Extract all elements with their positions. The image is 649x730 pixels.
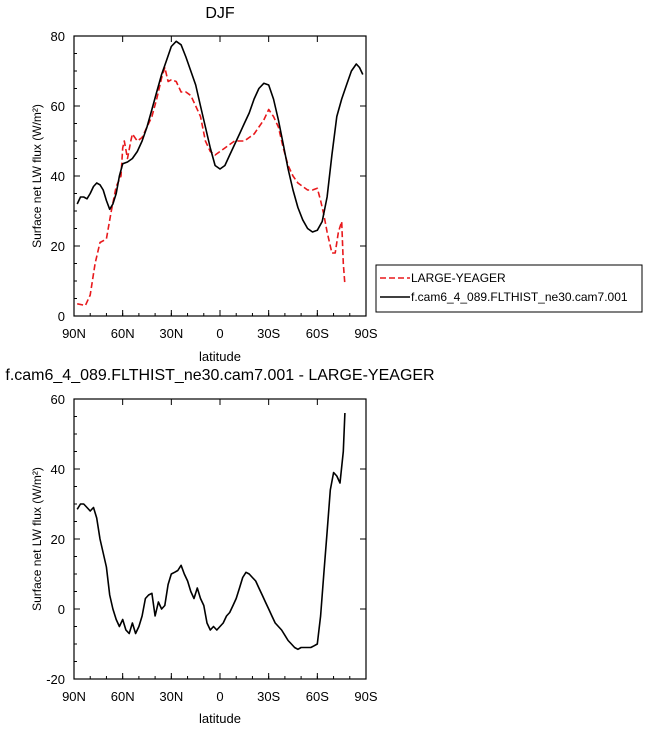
top-plot-frame <box>73 35 367 317</box>
bottom-x-tick-label: 60S <box>306 689 329 704</box>
bottom-chart-title: f.cam6_4_089.FLTHIST_ne30.cam7.001 - LAR… <box>5 367 434 384</box>
top-plot-area: 90N 60N 30N 0 30S 60S 90S 0 20 40 60 80 <box>51 29 378 341</box>
bottom-x-axis-label: latitude <box>199 711 241 726</box>
top-y-tick-label: 80 <box>51 29 65 44</box>
bottom-y-axis-label: Surface net LW flux (W/m²) <box>30 467 44 611</box>
top-x-tick-label: 0 <box>216 326 223 341</box>
bottom-x-tick-label: 0 <box>216 689 223 704</box>
top-y-tick-label: 0 <box>58 309 65 324</box>
legend-label-large-yeager: LARGE-YEAGER <box>411 271 506 285</box>
legend-box <box>375 264 643 313</box>
panel-top: DJF 90N 60N 30N 0 30S 60S 90S 0 20 40 60 80 latitud… <box>30 5 643 364</box>
top-x-tick-label: 90S <box>354 326 377 341</box>
legend-label-cam: f.cam6_4_089.FLTHIST_ne30.cam7.001 <box>411 290 628 304</box>
top-y-axis-label: Surface net LW flux (W/m²) <box>30 104 44 248</box>
bottom-y-tick-label: 0 <box>58 602 65 617</box>
panel-bottom: f.cam6_4_089.FLTHIST_ne30.cam7.001 - LAR… <box>5 367 434 726</box>
bottom-y-tick-label: -20 <box>46 672 65 687</box>
top-x-tick-label: 30S <box>257 326 280 341</box>
top-chart-title: DJF <box>205 5 235 22</box>
bottom-x-tick-label: 90S <box>354 689 377 704</box>
bottom-y-tick-label: 20 <box>51 532 65 547</box>
top-x-tick-label: 90N <box>62 326 86 341</box>
bottom-y-tick-label: 60 <box>51 392 65 407</box>
top-x-tick-label: 60S <box>306 326 329 341</box>
top-legend: LARGE-YEAGER f.cam6_4_089.FLTHIST_ne30.c… <box>375 264 643 313</box>
top-x-tick-label: 60N <box>111 326 135 341</box>
bottom-y-tick-label: 40 <box>51 462 65 477</box>
bottom-x-tick-label: 30S <box>257 689 280 704</box>
top-y-tick-label: 20 <box>51 239 65 254</box>
bottom-plot-area: 90N 60N 30N 0 30S 60S 90S -20 0 20 40 60 <box>46 392 378 704</box>
bottom-x-tick-label: 30N <box>159 689 183 704</box>
top-y-tick-label: 40 <box>51 169 65 184</box>
bottom-x-tick-label: 90N <box>62 689 86 704</box>
bottom-series-line-0 <box>76 412 346 651</box>
top-y-tick-label: 60 <box>51 99 65 114</box>
top-series-line-0 <box>77 66 346 307</box>
top-x-tick-label: 30N <box>159 326 183 341</box>
top-series-line-1 <box>76 40 364 233</box>
bottom-x-tick-label: 60N <box>111 689 135 704</box>
top-x-axis-label: latitude <box>199 349 241 364</box>
bottom-plot-frame <box>73 398 367 680</box>
